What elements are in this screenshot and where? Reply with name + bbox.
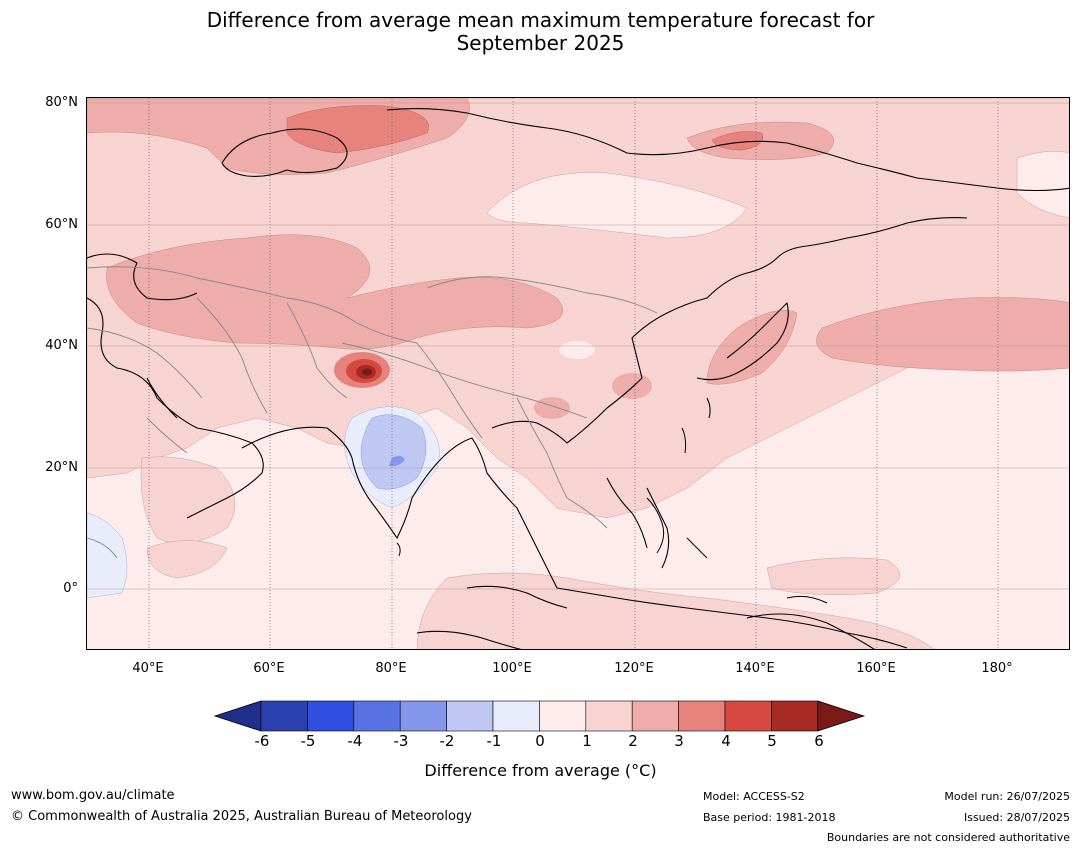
anomaly-region-2-3-central-asia xyxy=(106,234,563,350)
footer-copyright: © Commonwealth of Australia 2025, Austra… xyxy=(11,809,472,824)
islands xyxy=(396,397,828,604)
colorbar-cell xyxy=(631,700,679,732)
colorbar-cells xyxy=(214,700,866,732)
footer-issued: Issued: 28/07/2025 xyxy=(963,811,1070,824)
title-line-1: Difference from average mean maximum tem… xyxy=(206,8,875,32)
map-canvas xyxy=(87,98,1069,649)
lon-label-120e: 120°E xyxy=(614,661,654,676)
anomaly-patch-2-3-east-china xyxy=(612,373,652,399)
colorbar-cell xyxy=(399,700,447,732)
anomaly-region-1-2-arabia xyxy=(140,456,236,544)
colorbar-cell xyxy=(353,700,401,732)
coastlines xyxy=(87,108,1069,649)
lon-label-160e: 160°E xyxy=(856,661,896,676)
anomaly-region-3-4-ne-siberia xyxy=(711,131,764,151)
footer-model: Model: ACCESS-S2 xyxy=(703,790,805,803)
anomaly-region-2-3-japan xyxy=(706,309,798,385)
colorbar-tick: -6 xyxy=(254,732,270,750)
anomaly-region-minus2-minus1-india xyxy=(360,414,427,490)
lat-label-40n: 40°N xyxy=(45,338,78,353)
colorbar-tick: -5 xyxy=(300,732,316,750)
footer-base-period: Base period: 1981-2018 xyxy=(703,811,836,824)
lon-label-180: 180° xyxy=(981,661,1013,676)
colorbar-tick: -4 xyxy=(347,732,363,750)
footer-disclaimer: Boundaries are not considered authoritat… xyxy=(826,831,1070,844)
colorbar-cell xyxy=(307,700,355,732)
lon-label-100e: 100°E xyxy=(492,661,532,676)
lat-label-80n: 80°N xyxy=(45,95,78,110)
colorbar-cell xyxy=(260,700,308,732)
forecast-map xyxy=(86,97,1070,650)
anomaly-region-2-3-pacific xyxy=(816,297,1069,372)
graticule-meridians xyxy=(148,98,999,649)
anomaly-region-0-1-siberia xyxy=(486,172,748,239)
footer-model-run: Model run: 26/07/2025 xyxy=(944,790,1070,803)
title-line-2: September 2025 xyxy=(456,31,625,55)
lon-label-140e: 140°E xyxy=(735,661,775,676)
colorbar-tick: 5 xyxy=(767,732,777,750)
lon-label-40e: 40°E xyxy=(132,661,164,676)
anomaly-region-1-2-indian-ocean xyxy=(146,540,228,579)
colorbar-cell xyxy=(771,700,819,732)
colorbar-cell xyxy=(678,700,726,732)
colorbar-label: Difference from average (°C) xyxy=(424,761,657,780)
colorbar-cell xyxy=(446,700,494,732)
colorbar-tick: 4 xyxy=(721,732,731,750)
lat-label-0: 0° xyxy=(63,581,78,596)
colorbar-tick: 1 xyxy=(582,732,592,750)
colorbar-tick: 6 xyxy=(814,732,824,750)
anomaly-region-0-1-arctic-east xyxy=(1016,151,1069,218)
colorbar-tick: 3 xyxy=(674,732,684,750)
lon-label-80e: 80°E xyxy=(375,661,407,676)
colorbar-extend-low xyxy=(214,700,262,732)
country-borders xyxy=(87,266,658,559)
colorbar-cell xyxy=(539,700,587,732)
colorbar-tick: -1 xyxy=(486,732,502,750)
colorbar-tick: 0 xyxy=(535,732,545,750)
anomaly-region-1-2-pacific-south xyxy=(766,557,900,595)
lon-label-60e: 60°E xyxy=(253,661,285,676)
anomaly-patch-2-3-china xyxy=(534,397,570,419)
anomaly-region-minus3-minus2-india xyxy=(389,455,405,467)
colorbar-extend-high xyxy=(817,700,866,732)
lat-label-20n: 20°N xyxy=(45,460,78,475)
footer-url: www.bom.gov.au/climate xyxy=(11,788,175,803)
anomaly-region-3-4-scandinavia xyxy=(286,105,429,154)
anomaly-patch-0-1-mongolia xyxy=(559,341,595,359)
colorbar-tick: -3 xyxy=(393,732,409,750)
colorbar-cell xyxy=(724,700,772,732)
anomaly-region-1-2-indonesia xyxy=(416,572,935,649)
graticule-parallels xyxy=(87,102,1069,590)
anomaly-hotspot-above-6 xyxy=(362,368,372,376)
colorbar xyxy=(214,700,866,732)
colorbar-cell xyxy=(492,700,540,732)
colorbar-tick: -2 xyxy=(439,732,455,750)
colorbar-cell xyxy=(585,700,633,732)
colorbar-tick: 2 xyxy=(628,732,638,750)
lat-label-60n: 60°N xyxy=(45,217,78,232)
map-title: Difference from average mean maximum tem… xyxy=(0,9,1081,55)
